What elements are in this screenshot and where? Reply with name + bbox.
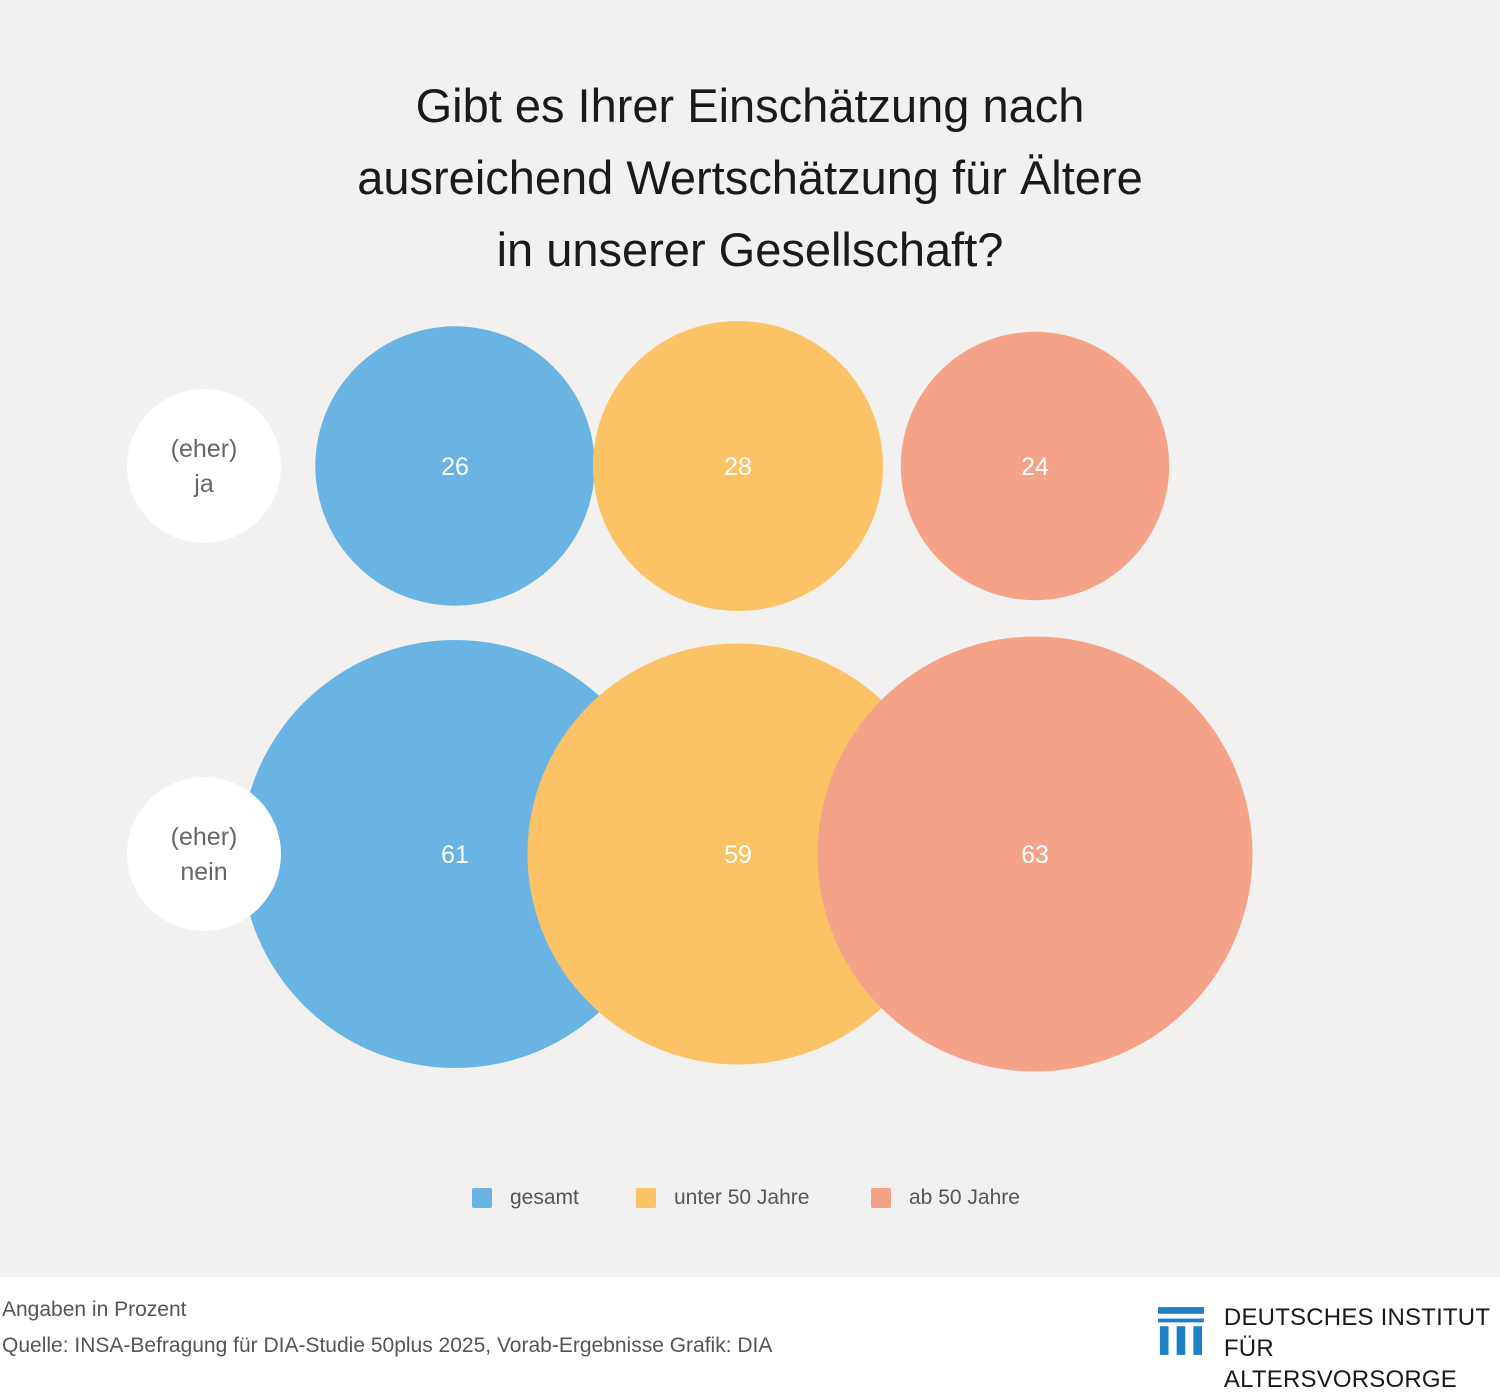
row-label-text: ja (193, 470, 214, 498)
dia-logo-text: DEUTSCHES INSTITUT FÜR ALTERSVORSORGE (1224, 1302, 1500, 1395)
row-label-circle (127, 389, 281, 543)
footer-unit-note: Angaben in Prozent (2, 1298, 187, 1321)
chart-title: Gibt es Ihrer Einschätzung nach ausreich… (150, 70, 1350, 286)
legend-swatch-unter-50 (636, 1188, 656, 1208)
title-line-3: in unserer Gesellschaft? (496, 223, 1004, 276)
legend-item-unter-50: unter 50 Jahre (636, 1186, 809, 1210)
data-label-ja-1: 28 (724, 453, 752, 481)
legend-label-unter-50: unter 50 Jahre (674, 1186, 810, 1209)
row-label-nein: (eher) nein (127, 777, 281, 931)
bubble-chart: (eher) ja 26 28 24 (eher) nein 61 59 63 (127, 321, 1253, 1072)
data-label-ja-2: 24 (1021, 453, 1049, 481)
legend-item-ab-50: ab 50 Jahre (871, 1186, 1020, 1210)
legend-item-gesamt: gesamt (472, 1186, 579, 1210)
legend-label-gesamt: gesamt (510, 1186, 579, 1209)
dia-logo-mark-icon (1158, 1307, 1204, 1355)
row-label-text: (eher) (171, 823, 238, 851)
bubble-ja-2 (900, 331, 1170, 601)
bubble-nein-1 (527, 643, 949, 1065)
legend: gesamt unter 50 Jahre ab 50 Jahre (0, 1186, 1500, 1216)
data-label-nein-2: 63 (1021, 841, 1049, 869)
bubble-ja-1 (593, 321, 883, 611)
data-label-nein-1: 59 (724, 841, 752, 869)
row-label-ja: (eher) ja (127, 389, 281, 543)
logo-text-line-2: FÜR ALTERSVORSORGE (1223, 1335, 1457, 1393)
title-line-2: ausreichend Wertschätzung für Ältere (357, 151, 1143, 204)
legend-swatch-gesamt (472, 1188, 492, 1208)
logo-text-line-1: DEUTSCHES INSTITUT (1223, 1304, 1491, 1331)
data-label-nein-0: 61 (441, 841, 469, 869)
legend-swatch-ab-50 (871, 1188, 891, 1208)
row-label-text: nein (180, 858, 227, 886)
bubble-nein-2 (817, 636, 1253, 1072)
row-label-circle (127, 777, 281, 931)
data-label-ja-0: 26 (441, 453, 469, 481)
footer-source: Quelle: INSA-Befragung für DIA-Studie 50… (2, 1334, 773, 1357)
legend-label-ab-50: ab 50 Jahre (909, 1186, 1020, 1209)
title-line-1: Gibt es Ihrer Einschätzung nach (415, 79, 1085, 132)
chart-panel (0, 0, 1500, 1277)
dia-logo: DEUTSCHES INSTITUT FÜR ALTERSVORSORGE (1158, 1302, 1500, 1395)
row-label-text: (eher) (171, 435, 238, 463)
bubble-ja-0 (315, 326, 595, 606)
